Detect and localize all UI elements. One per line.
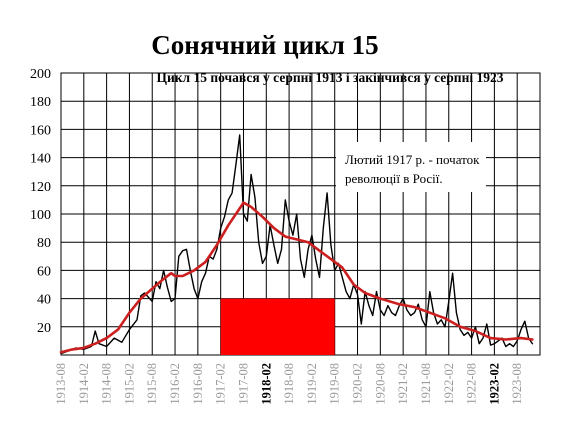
annotation-line-2: революції в Росії. xyxy=(345,171,443,186)
x-tick-label: 1916-08 xyxy=(191,363,205,405)
annotation-box: Лютий 1917 р. - початок революції в Росі… xyxy=(336,142,486,192)
x-tick-label: 1920-02 xyxy=(351,363,365,405)
x-tick-label: 1921-08 xyxy=(419,363,433,405)
highlight-region xyxy=(220,298,335,355)
x-tick-label: 1922-08 xyxy=(465,363,479,405)
chart-subtitle: Цикл 15 почався у серпні 1913 і закінчив… xyxy=(157,70,504,85)
y-tick-label: 20 xyxy=(37,321,51,336)
monthly-series-line xyxy=(60,134,534,355)
x-tick-label: 1923-08 xyxy=(510,363,524,405)
grid xyxy=(60,72,541,356)
y-tick-label: 160 xyxy=(30,123,51,138)
smoothed-series-line xyxy=(59,201,534,354)
x-tick-label: 1921-02 xyxy=(396,363,410,405)
x-tick-label: 1922-02 xyxy=(442,363,456,405)
highlight-bar xyxy=(220,298,335,355)
x-tick-label: 1915-02 xyxy=(122,363,136,405)
y-tick-label: 40 xyxy=(37,293,51,308)
x-tick-label: 1918-08 xyxy=(282,363,296,405)
x-tick-label: 1919-08 xyxy=(328,363,342,405)
x-axis: 1913-08 1914-02 1914-08 1915-02 1915-08 1916-… xyxy=(54,363,524,405)
y-axis: 20 40 60 80 100 120 140 160 180 200 xyxy=(30,67,51,336)
y-tick-label: 140 xyxy=(30,152,51,167)
x-tick-label: 1914-02 xyxy=(77,363,91,405)
y-tick-label: 80 xyxy=(37,236,51,251)
x-tick-label: 1917-02 xyxy=(214,363,228,405)
x-tick-label: 1917-08 xyxy=(236,363,250,405)
x-tick-label: 1916-02 xyxy=(168,363,182,405)
x-tick-label: 1914-08 xyxy=(100,363,114,405)
annotation-line-1: Лютий 1917 р. - початок xyxy=(345,152,480,167)
y-tick-label: 100 xyxy=(30,208,51,223)
x-tick-label: 1923-02 xyxy=(487,363,501,405)
x-tick-label: 1915-08 xyxy=(145,363,159,405)
x-tick-label: 1913-08 xyxy=(54,363,68,405)
x-tick-label: 1919-02 xyxy=(305,363,319,405)
y-tick-label: 120 xyxy=(30,180,51,195)
x-tick-label: 1918-02 xyxy=(259,363,273,405)
y-tick-label: 180 xyxy=(30,95,51,110)
y-tick-label: 200 xyxy=(30,67,51,82)
series-group xyxy=(59,134,534,355)
chart-title: Сонячний цикл 15 xyxy=(151,30,378,60)
x-tick-label: 1920-08 xyxy=(373,363,387,405)
y-tick-label: 60 xyxy=(37,264,51,279)
